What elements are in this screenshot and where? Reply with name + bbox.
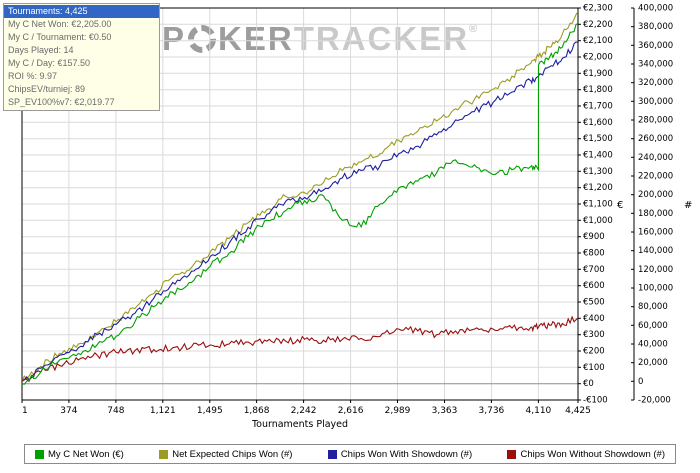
svg-text:4,110: 4,110: [526, 406, 552, 416]
svg-text:320,000: 320,000: [638, 78, 673, 88]
svg-text:220,000: 220,000: [638, 172, 673, 182]
svg-text:1,868: 1,868: [244, 406, 270, 416]
svg-text:160,000: 160,000: [638, 228, 673, 238]
legend-label: Chips Won Without Showdown (#): [520, 448, 665, 460]
svg-text:200,000: 200,000: [638, 190, 673, 200]
svg-text:80,000: 80,000: [638, 302, 668, 312]
svg-text:280,000: 280,000: [638, 116, 673, 126]
legend-swatch: [35, 449, 44, 459]
chart-legend: My C Net Won (€) Net Expected Chips Won (…: [24, 444, 676, 464]
stats-tooltip: Tournaments: 4,425 My C Net Won: €2,205.0…: [3, 3, 160, 111]
svg-text:€1,900: €1,900: [583, 69, 613, 79]
svg-text:€400: €400: [583, 314, 605, 324]
stats-line: My C / Day: €157.50: [8, 58, 91, 68]
svg-text:300,000: 300,000: [638, 97, 673, 107]
svg-text:340,000: 340,000: [638, 60, 673, 70]
svg-text:2,989: 2,989: [385, 406, 411, 416]
stats-line: SP_EV100%v7: €2,019.77: [8, 97, 115, 107]
svg-text:1,121: 1,121: [150, 406, 176, 416]
svg-text:100,000: 100,000: [638, 284, 673, 294]
svg-text:1: 1: [22, 406, 28, 416]
svg-text:€500: €500: [583, 298, 605, 308]
legend-label: Chips Won With Showdown (#): [340, 448, 473, 460]
stats-line: My C / Tournament: €0.50: [8, 32, 112, 42]
logo-poker-text: P KER: [162, 20, 294, 57]
legend-item: Chips Won Without Showdown (#): [507, 449, 665, 460]
svg-text:€1,400: €1,400: [583, 151, 613, 161]
legend-swatch: [327, 449, 337, 459]
svg-text:360,000: 360,000: [638, 41, 673, 51]
svg-text:3,736: 3,736: [479, 406, 505, 416]
svg-text:€200: €200: [583, 347, 605, 357]
svg-text:€2,300: €2,300: [583, 4, 613, 14]
stats-line: My C Net Won: €2,205.00: [8, 19, 112, 29]
svg-text:€2,200: €2,200: [583, 20, 613, 30]
svg-text:140,000: 140,000: [638, 246, 673, 256]
svg-text:€1,500: €1,500: [583, 134, 613, 144]
svg-text:€300: €300: [583, 330, 605, 340]
legend-label: Net Expected Chips Won (#): [172, 448, 293, 460]
logo-letter-p: P: [162, 20, 187, 57]
svg-text:-€100: -€100: [583, 396, 608, 406]
svg-text:€800: €800: [583, 249, 605, 259]
svg-text:748: 748: [107, 406, 124, 416]
legend-swatch: [159, 449, 169, 459]
legend-item: My C Net Won (€): [35, 449, 124, 460]
logo-letters-ker: KER: [218, 20, 294, 57]
svg-text:€600: €600: [583, 281, 605, 291]
graph-panel: P KERTRACKER® -€100 €0 €100 €200 €300 €400 €500…: [0, 0, 700, 437]
stats-line: ChipsEV/turniej: 89: [8, 84, 86, 94]
svg-text:120,000: 120,000: [638, 265, 673, 275]
svg-text:4,425: 4,425: [565, 406, 591, 416]
svg-text:€0: €0: [583, 379, 594, 389]
svg-text:€1,200: €1,200: [583, 183, 613, 193]
svg-text:#: #: [684, 200, 692, 211]
svg-text:1,495: 1,495: [197, 406, 223, 416]
svg-text:2,242: 2,242: [291, 406, 317, 416]
svg-text:€2,000: €2,000: [583, 53, 613, 63]
svg-text:0: 0: [638, 377, 643, 387]
stats-line: ROI %: 9.97: [8, 71, 58, 81]
svg-text:€1,100: €1,100: [583, 200, 613, 210]
registered-mark-icon: ®: [469, 23, 478, 35]
svg-text:€1,800: €1,800: [583, 85, 613, 95]
svg-text:€700: €700: [583, 265, 605, 275]
svg-text:60,000: 60,000: [638, 321, 668, 331]
svg-text:374: 374: [60, 406, 77, 416]
results-graph[interactable]: -€100 €0 €100 €200 €300 €400 €500 €600 €700 €800 €…: [0, 0, 700, 437]
svg-text:40,000: 40,000: [638, 340, 668, 350]
svg-text:180,000: 180,000: [638, 209, 673, 219]
svg-text:260,000: 260,000: [638, 134, 673, 144]
legend-item: Net Expected Chips Won (#): [159, 449, 292, 460]
svg-text:-20,000: -20,000: [638, 396, 671, 406]
svg-text:€1,000: €1,000: [583, 216, 613, 226]
svg-text:3,363: 3,363: [432, 406, 458, 416]
svg-text:€100: €100: [583, 363, 605, 373]
svg-text:400,000: 400,000: [638, 4, 673, 14]
svg-text:€1,600: €1,600: [583, 118, 613, 128]
svg-text:2,616: 2,616: [338, 406, 364, 416]
legend-label: My C Net Won (€): [48, 448, 124, 460]
svg-text:20,000: 20,000: [638, 358, 668, 368]
pokertracker-logo: P KERTRACKER®: [162, 20, 477, 58]
svg-text:380,000: 380,000: [638, 22, 673, 32]
svg-text:240,000: 240,000: [638, 153, 673, 163]
logo-tracker-text: TRACKER: [293, 20, 470, 57]
svg-text:€2,100: €2,100: [583, 36, 613, 46]
stats-line: Tournaments: 4,425: [4, 5, 159, 18]
svg-text:Tournaments Played: Tournaments Played: [251, 419, 348, 430]
svg-text:€1,700: €1,700: [583, 102, 613, 112]
legend-swatch: [507, 449, 517, 459]
svg-text:€900: €900: [583, 232, 605, 242]
legend-item: Chips Won With Showdown (#): [327, 448, 473, 460]
stats-line: Days Played: 14: [8, 45, 74, 55]
poker-chip-icon: [188, 25, 217, 53]
svg-text:€: €: [617, 200, 623, 211]
svg-text:€1,300: €1,300: [583, 167, 613, 177]
